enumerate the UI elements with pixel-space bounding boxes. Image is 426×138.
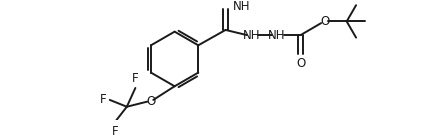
Text: NH: NH: [232, 0, 250, 13]
Text: NH: NH: [242, 29, 260, 42]
Text: F: F: [100, 93, 106, 106]
Text: O: O: [146, 95, 155, 108]
Text: NH: NH: [268, 29, 285, 42]
Text: F: F: [132, 71, 139, 85]
Text: O: O: [296, 57, 305, 70]
Text: O: O: [320, 15, 329, 28]
Text: F: F: [112, 125, 118, 138]
